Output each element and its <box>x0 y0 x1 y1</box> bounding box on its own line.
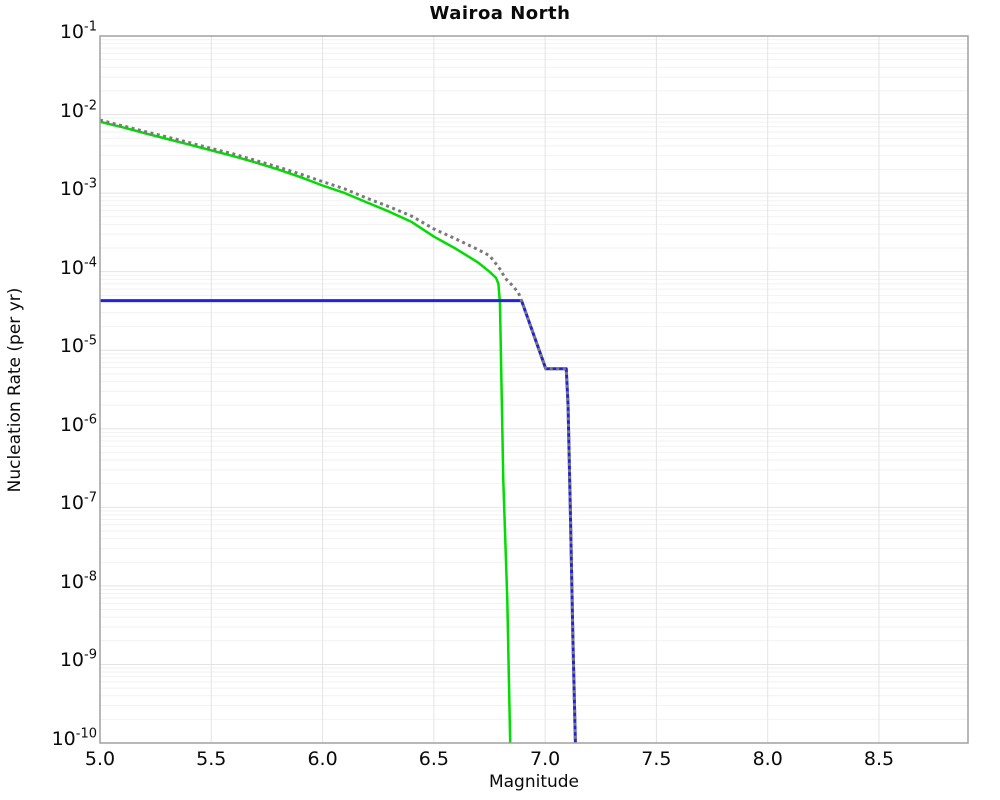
y-tick-label: 10-4 <box>59 255 97 279</box>
x-tick-label: 7.5 <box>641 748 672 770</box>
x-axis-label: Magnitude <box>488 772 580 792</box>
y-tick-label: 10-5 <box>59 333 97 358</box>
y-tick-label: 10-10 <box>51 726 97 750</box>
gray-dotted-curve <box>99 118 577 744</box>
x-tick-label: 8.0 <box>752 748 783 770</box>
x-tick-label: 6.0 <box>307 748 338 770</box>
y-tick-label: 10-1 <box>59 19 97 43</box>
plot-frame <box>99 35 969 744</box>
y-tick-label: 10-3 <box>59 176 97 201</box>
y-tick-label: 10-7 <box>59 491 97 515</box>
x-tick-label: 5.5 <box>196 748 227 770</box>
y-tick-label: 10-2 <box>59 98 97 122</box>
y-tick-label: 10-9 <box>59 648 97 672</box>
x-tick-label: 5.0 <box>84 748 116 770</box>
green-solid-curve <box>99 120 512 744</box>
y-tick-label: 10-6 <box>59 412 97 436</box>
y-tick-label: 10-8 <box>59 569 97 593</box>
x-tick-label: 7.0 <box>530 748 561 770</box>
x-tick-label: 6.5 <box>418 748 449 770</box>
x-tick-label: 8.5 <box>863 748 895 770</box>
chart-title: Wairoa North <box>429 3 571 24</box>
